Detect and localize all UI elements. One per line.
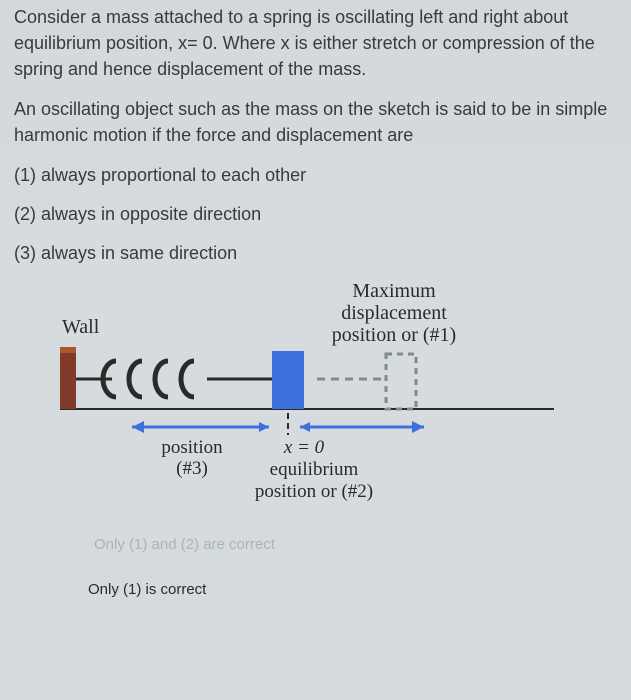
paragraph-1: Consider a mass attached to a spring is … [14,4,613,82]
question-stem: Consider a mass attached to a spring is … [14,4,613,148]
pos3-line2: (#3) [176,458,208,479]
answer-choice-faded[interactable]: Only (1) and (2) are correct [94,536,613,553]
max-disp-line1: Maximum [352,280,436,302]
question-panel: Consider a mass attached to a spring is … [0,0,631,700]
max-disp-line3: position or (#1) [332,324,456,346]
paragraph-2: An oscillating object such as the mass o… [14,96,613,148]
arrow-left [132,421,269,433]
arrow-right [300,421,424,433]
wall-top [60,347,76,353]
eq-x: x = 0 [283,437,325,458]
eq-line1: equilibrium [270,459,359,480]
spring-coils [103,361,194,397]
statement-3: (3) always in same direction [14,240,613,267]
pos3-line1: position [161,437,223,458]
spring-diagram: Wall Maximum displacement position or (#… [24,279,584,514]
answer-choice-visible[interactable]: Only (1) is correct [88,581,613,598]
wall-label: Wall [62,316,100,338]
statement-list: (1) always proportional to each other (2… [14,162,613,267]
ghost-mass [386,354,416,409]
statement-1: (1) always proportional to each other [14,162,613,189]
wall-bar [60,347,76,409]
mass-block [272,351,304,409]
eq-line2: position or (#2) [255,481,373,502]
answer-options: Only (1) and (2) are correct Only (1) is… [94,536,613,598]
max-disp-line2: displacement [341,302,447,324]
statement-2: (2) always in opposite direction [14,201,613,228]
